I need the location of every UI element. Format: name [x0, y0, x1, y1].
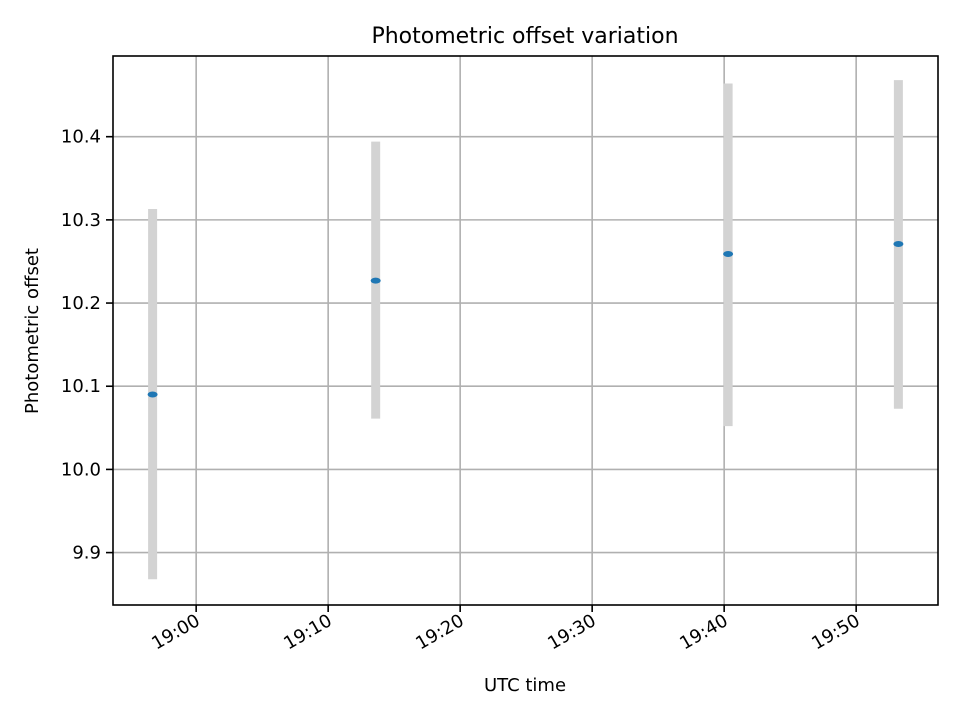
data-point [370, 277, 381, 284]
data-point [893, 240, 904, 247]
x-tick-label: 19:00 [148, 610, 203, 654]
x-axis-ticks: 19:00 19:10 19:20 19:30 19:40 19:50 [148, 605, 864, 654]
plot-frame [112, 55, 939, 606]
y-tick-label: 10.4 [61, 127, 101, 148]
y-axis-ticks: 9.9 10.0 10.1 10.2 10.3 10.4 [61, 127, 113, 564]
x-tick-label: 19:20 [412, 610, 467, 654]
x-tick-label: 19:30 [544, 610, 599, 654]
x-tick-label: 19:10 [280, 610, 335, 654]
y-axis-label: Photometric offset [22, 248, 43, 414]
x-tick-label: 19:50 [808, 610, 863, 654]
x-axis-label: UTC time [484, 675, 566, 696]
y-tick-label: 9.9 [72, 543, 101, 564]
y-tick-label: 10.0 [61, 459, 101, 480]
y-tick-label: 10.3 [61, 210, 101, 231]
data-point [147, 391, 158, 398]
y-tick-label: 10.2 [61, 293, 101, 314]
chart-title: Photometric offset variation [371, 24, 678, 49]
grid [113, 56, 938, 605]
y-tick-label: 10.1 [61, 376, 101, 397]
error-bars [148, 80, 903, 580]
data-point [723, 250, 734, 257]
data-points [147, 240, 904, 398]
x-tick-label: 19:40 [676, 610, 731, 654]
